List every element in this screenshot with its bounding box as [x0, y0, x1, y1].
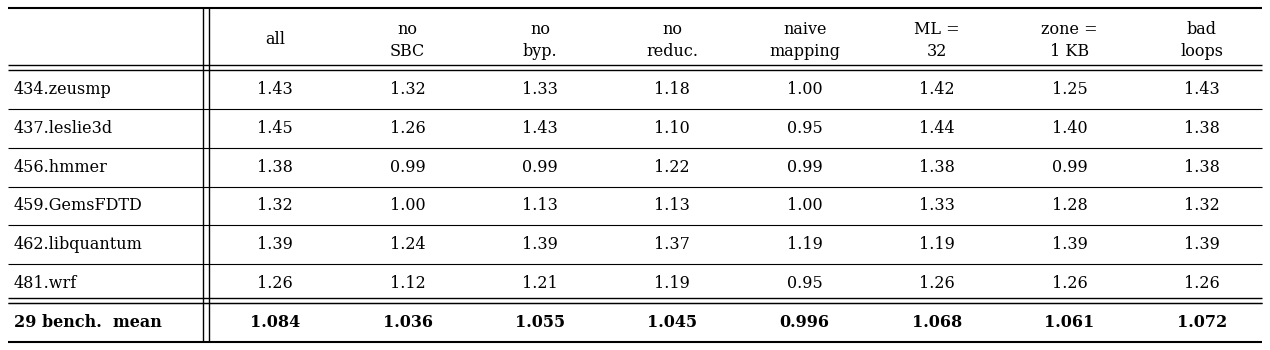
Text: 1.045: 1.045 — [648, 314, 697, 331]
Text: 1.068: 1.068 — [912, 314, 963, 331]
Text: no: no — [530, 21, 550, 37]
Text: 1.26: 1.26 — [1052, 275, 1087, 292]
Text: 1.036: 1.036 — [382, 314, 433, 331]
Text: 0.99: 0.99 — [390, 159, 425, 176]
Text: 1.13: 1.13 — [522, 197, 558, 215]
Text: 1.38: 1.38 — [1184, 120, 1219, 137]
Text: 1.13: 1.13 — [654, 197, 691, 215]
Text: SBC: SBC — [390, 42, 425, 60]
Text: 1.084: 1.084 — [250, 314, 300, 331]
Text: 1.45: 1.45 — [258, 120, 293, 137]
Text: 1.12: 1.12 — [390, 275, 425, 292]
Text: 1.43: 1.43 — [1184, 81, 1219, 98]
Text: zone =: zone = — [1041, 21, 1097, 37]
Text: 1.38: 1.38 — [919, 159, 955, 176]
Text: 1.00: 1.00 — [787, 197, 823, 215]
Text: 1.26: 1.26 — [390, 120, 425, 137]
Text: 1.072: 1.072 — [1177, 314, 1227, 331]
Text: no: no — [398, 21, 418, 37]
Text: 1.26: 1.26 — [258, 275, 293, 292]
Text: 1.37: 1.37 — [654, 236, 691, 253]
Text: 1.10: 1.10 — [654, 120, 690, 137]
Text: 1.22: 1.22 — [654, 159, 690, 176]
Text: 1.26: 1.26 — [1184, 275, 1219, 292]
Text: 1.055: 1.055 — [514, 314, 565, 331]
Text: 459.GemsFDTD: 459.GemsFDTD — [14, 197, 142, 215]
Text: naive: naive — [782, 21, 827, 37]
Text: 0.95: 0.95 — [787, 275, 823, 292]
Text: 1.25: 1.25 — [1052, 81, 1087, 98]
Text: bad: bad — [1186, 21, 1217, 37]
Text: 1.39: 1.39 — [1184, 236, 1219, 253]
Text: 1.061: 1.061 — [1044, 314, 1095, 331]
Text: 1.24: 1.24 — [390, 236, 425, 253]
Text: 1.39: 1.39 — [522, 236, 558, 253]
Text: 434.zeusmp: 434.zeusmp — [14, 81, 112, 98]
Text: 1.39: 1.39 — [1052, 236, 1087, 253]
Text: mapping: mapping — [770, 42, 841, 60]
Text: 1.43: 1.43 — [258, 81, 293, 98]
Text: 1.38: 1.38 — [258, 159, 293, 176]
Text: 0.99: 0.99 — [787, 159, 823, 176]
Text: 1.32: 1.32 — [258, 197, 293, 215]
Text: 1.19: 1.19 — [654, 275, 691, 292]
Text: 1 KB: 1 KB — [1050, 42, 1088, 60]
Text: 1.21: 1.21 — [522, 275, 558, 292]
Text: ML =: ML = — [914, 21, 960, 37]
Text: 1.19: 1.19 — [786, 236, 823, 253]
Text: 437.leslie3d: 437.leslie3d — [14, 120, 113, 137]
Text: 456.hmmer: 456.hmmer — [14, 159, 108, 176]
Text: 0.99: 0.99 — [522, 159, 558, 176]
Text: 1.26: 1.26 — [919, 275, 955, 292]
Text: 0.99: 0.99 — [1052, 159, 1087, 176]
Text: reduc.: reduc. — [646, 42, 699, 60]
Text: 1.18: 1.18 — [654, 81, 691, 98]
Text: 32: 32 — [927, 42, 947, 60]
Text: 1.32: 1.32 — [1184, 197, 1219, 215]
Text: byp.: byp. — [523, 42, 558, 60]
Text: 1.28: 1.28 — [1052, 197, 1087, 215]
Text: 1.19: 1.19 — [919, 236, 955, 253]
Text: all: all — [265, 30, 286, 48]
Text: 1.39: 1.39 — [258, 236, 293, 253]
Text: 1.33: 1.33 — [919, 197, 955, 215]
Text: 1.42: 1.42 — [919, 81, 955, 98]
Text: 1.38: 1.38 — [1184, 159, 1219, 176]
Text: 1.00: 1.00 — [787, 81, 823, 98]
Text: 0.996: 0.996 — [780, 314, 829, 331]
Text: no: no — [663, 21, 682, 37]
Text: loops: loops — [1180, 42, 1223, 60]
Text: 1.43: 1.43 — [522, 120, 558, 137]
Text: 1.33: 1.33 — [522, 81, 558, 98]
Text: 0.95: 0.95 — [787, 120, 823, 137]
Text: 481.wrf: 481.wrf — [14, 275, 77, 292]
Text: 1.32: 1.32 — [390, 81, 425, 98]
Text: 1.44: 1.44 — [919, 120, 955, 137]
Text: 29 bench.  mean: 29 bench. mean — [14, 314, 161, 331]
Text: 462.libquantum: 462.libquantum — [14, 236, 142, 253]
Text: 1.40: 1.40 — [1052, 120, 1087, 137]
Text: 1.00: 1.00 — [390, 197, 425, 215]
